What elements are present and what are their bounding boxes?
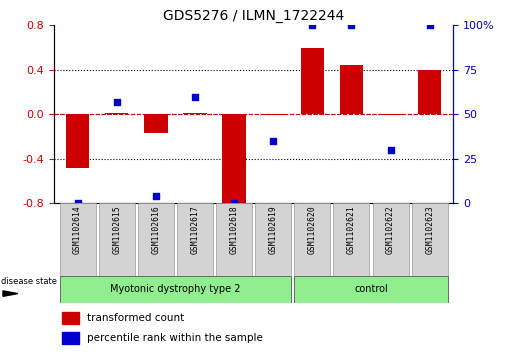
FancyBboxPatch shape: [99, 203, 135, 276]
Bar: [301, 48, 324, 114]
Point: [347, 23, 355, 28]
Bar: [62, 312, 79, 324]
Text: Myotonic dystrophy type 2: Myotonic dystrophy type 2: [110, 285, 241, 294]
Bar: [144, 114, 167, 133]
Point: [386, 147, 394, 153]
FancyBboxPatch shape: [334, 203, 369, 276]
Bar: [340, 65, 363, 114]
Text: GSM1102615: GSM1102615: [112, 205, 121, 254]
Point: [308, 23, 316, 28]
Point: [74, 200, 82, 206]
Text: GSM1102620: GSM1102620: [308, 205, 317, 254]
FancyBboxPatch shape: [411, 203, 448, 276]
Text: GSM1102621: GSM1102621: [347, 205, 356, 254]
Point: [152, 193, 160, 199]
FancyBboxPatch shape: [60, 203, 96, 276]
Bar: [379, 114, 402, 115]
Bar: [183, 113, 207, 114]
Text: percentile rank within the sample: percentile rank within the sample: [87, 333, 263, 343]
Point: [269, 138, 277, 144]
Text: disease state: disease state: [1, 277, 57, 286]
Text: GSM1102622: GSM1102622: [386, 205, 395, 254]
FancyBboxPatch shape: [295, 203, 330, 276]
Bar: [62, 331, 79, 344]
Text: GSM1102618: GSM1102618: [230, 205, 238, 254]
Bar: [66, 114, 89, 168]
Point: [191, 94, 199, 99]
Text: GSM1102614: GSM1102614: [73, 205, 82, 254]
FancyBboxPatch shape: [138, 203, 174, 276]
FancyBboxPatch shape: [372, 203, 408, 276]
FancyBboxPatch shape: [255, 203, 291, 276]
Bar: [262, 114, 285, 115]
Title: GDS5276 / ILMN_1722244: GDS5276 / ILMN_1722244: [163, 9, 344, 23]
Bar: [222, 114, 246, 205]
Bar: [105, 113, 128, 114]
Text: transformed count: transformed count: [87, 313, 184, 323]
FancyBboxPatch shape: [295, 277, 448, 303]
Bar: [418, 70, 441, 114]
Polygon shape: [3, 291, 18, 296]
Text: control: control: [354, 285, 388, 294]
Text: GSM1102623: GSM1102623: [425, 205, 434, 254]
Point: [230, 200, 238, 206]
Text: GSM1102617: GSM1102617: [191, 205, 199, 254]
FancyBboxPatch shape: [216, 203, 252, 276]
Text: GSM1102619: GSM1102619: [269, 205, 278, 254]
FancyBboxPatch shape: [177, 203, 213, 276]
FancyBboxPatch shape: [60, 277, 291, 303]
Point: [425, 23, 434, 28]
Text: GSM1102616: GSM1102616: [151, 205, 160, 254]
Point: [113, 99, 121, 105]
